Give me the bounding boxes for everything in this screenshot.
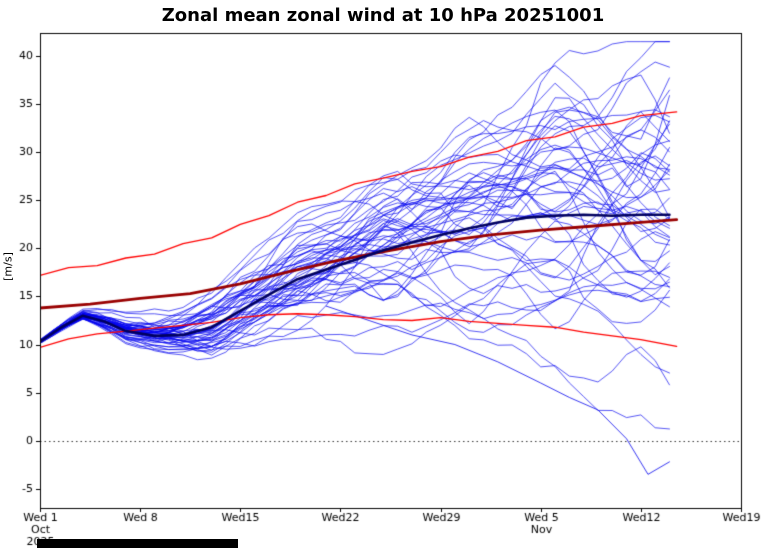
footer-black-bar — [37, 539, 238, 548]
